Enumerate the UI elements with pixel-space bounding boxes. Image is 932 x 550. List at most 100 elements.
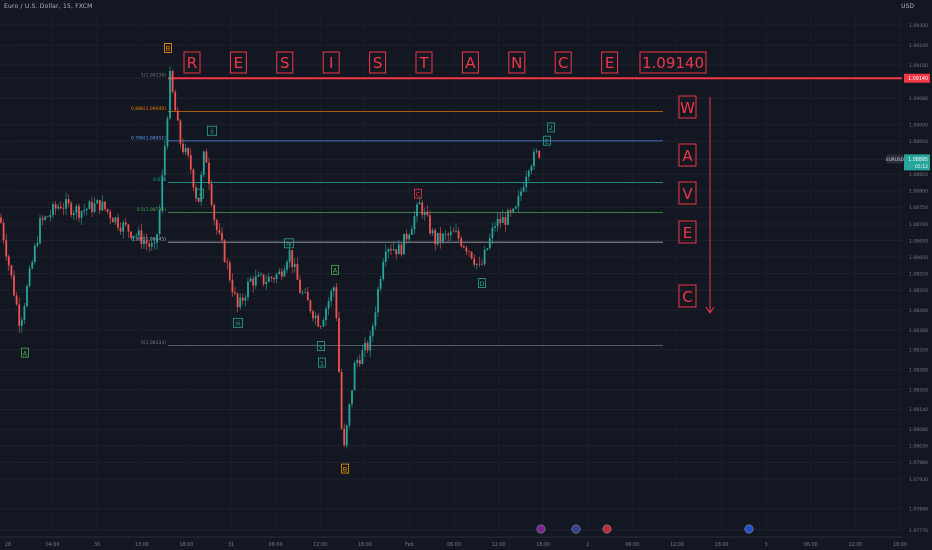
economic-event-icons[interactable] — [536, 524, 754, 534]
time-tick: 06:00 — [269, 542, 283, 548]
candle-body — [257, 274, 260, 277]
price-tick: 1.09080 — [909, 96, 928, 102]
price-tick: 1.07930 — [909, 477, 928, 483]
candle-body — [429, 215, 431, 234]
time-tick: 31 — [228, 542, 234, 548]
candle-body — [374, 312, 377, 326]
time-tick: 18:00 — [715, 542, 729, 548]
candle-body — [104, 201, 106, 210]
candle-body — [249, 278, 252, 282]
candle-body — [215, 220, 218, 231]
candle-body — [301, 292, 304, 294]
candle-body — [478, 263, 481, 265]
candle-body — [26, 285, 28, 307]
candle-body — [306, 292, 309, 301]
candle-body — [200, 174, 203, 202]
candle-body — [444, 233, 447, 235]
resistance-letter: S — [373, 54, 383, 72]
wave-label-A: A — [333, 267, 338, 275]
wave-label-box — [414, 188, 422, 199]
candle-body — [483, 250, 486, 265]
symbol-label[interactable]: Euro / U.S. Dollar, 15, FXCM — [4, 3, 93, 10]
event-flag-icon — [602, 524, 612, 534]
candle-body — [101, 201, 104, 211]
candle-body — [197, 197, 200, 202]
candle-body — [187, 148, 190, 156]
candle-body — [41, 218, 44, 220]
candle-body — [254, 276, 257, 286]
time-axis[interactable]: 28 04:00 30 13:00 18:00 31 06:00 12:00 18:00 Feb 0… — [0, 536, 907, 548]
price-tick: 1.08950 — [909, 139, 928, 145]
price-tick: 1.07980 — [909, 460, 928, 466]
price-tick: 1.08380 — [909, 328, 928, 334]
candle-body — [0, 217, 2, 223]
candle-body — [213, 205, 216, 221]
candle-body — [241, 297, 244, 301]
candle-body — [421, 202, 424, 215]
price-tick: 1.09180 — [909, 63, 928, 69]
price-tick: 1.08850 — [909, 172, 928, 178]
fib-label: 0.886(1.09040) — [131, 106, 166, 112]
event-flag-icon — [536, 524, 546, 534]
candle-body — [260, 274, 262, 276]
candle-body — [384, 251, 387, 262]
candle-body — [340, 371, 343, 429]
candle-body — [231, 279, 234, 293]
candle-body — [15, 295, 18, 305]
candle-body — [382, 261, 385, 280]
candle-body — [80, 211, 83, 218]
resistance-letter: E — [605, 54, 614, 72]
resistance-letter: N — [511, 54, 522, 72]
candle-body — [150, 243, 153, 247]
candle-body — [330, 291, 333, 302]
candle-body — [343, 428, 346, 446]
price-tick: 1.07776 — [909, 528, 928, 534]
price-axis[interactable]: 1.09300 1.09240 1.09180 1.09140 1.09080 1.090… — [886, 0, 932, 550]
candle-body — [410, 229, 413, 235]
price-tick: 1.08200 — [909, 387, 928, 393]
candle-body — [132, 235, 135, 238]
candle-body — [325, 308, 327, 321]
candle-body — [317, 315, 320, 327]
candle-body — [499, 218, 502, 223]
time-tick: 12:00 — [492, 542, 506, 548]
candle-body — [223, 240, 226, 262]
wave-label-v: v — [319, 343, 323, 351]
resistance-price-tag — [904, 73, 930, 83]
candle-body — [221, 232, 223, 241]
candle-body — [387, 249, 390, 252]
candle-body — [65, 199, 67, 209]
wave-letter-box — [678, 284, 697, 308]
candle-body — [486, 248, 489, 251]
candle-body — [127, 224, 130, 232]
candle-body — [509, 210, 512, 212]
fib-levels: 1(1.09139) 0.886(1.09040) 0.786(1.08951) 0.… — [131, 73, 663, 346]
candle-body — [49, 214, 52, 217]
resistance-letter-box — [415, 51, 433, 74]
price-tick: 1.08320 — [909, 348, 928, 354]
candle-body — [364, 342, 366, 351]
candle-body — [20, 320, 23, 326]
price-tick: 1.08750 — [909, 205, 928, 211]
wave-label-D: D — [479, 280, 484, 288]
candle-body — [153, 242, 156, 244]
candle-body — [270, 276, 273, 279]
candle-body — [161, 175, 164, 211]
event-flag-icon — [571, 524, 581, 534]
candle-body — [423, 211, 426, 215]
candle-body — [265, 282, 268, 285]
candle-body — [122, 222, 125, 232]
candle-body — [234, 292, 236, 294]
wave-label-box — [284, 238, 294, 249]
candle-body — [88, 201, 91, 209]
candle-body — [111, 218, 114, 223]
candle-body — [288, 250, 291, 262]
candle-body — [522, 187, 525, 192]
wave-text-boxes: W A V E C — [678, 95, 715, 314]
time-tick: 12:00 — [848, 542, 862, 548]
candle-body — [353, 362, 356, 391]
candle-body — [312, 311, 314, 319]
time-tick: 18:00 — [358, 542, 372, 548]
resistance-letter-box — [183, 51, 201, 74]
